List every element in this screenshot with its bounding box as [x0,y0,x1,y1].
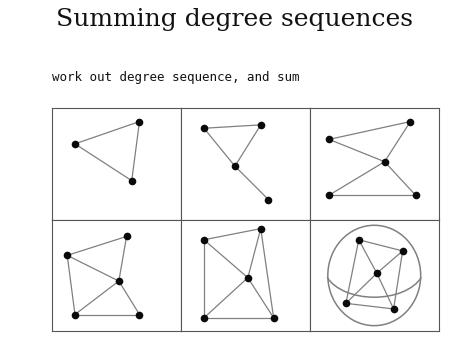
Text: Summing degree sequences: Summing degree sequences [55,8,413,31]
Text: work out degree sequence, and sum: work out degree sequence, and sum [52,71,299,84]
